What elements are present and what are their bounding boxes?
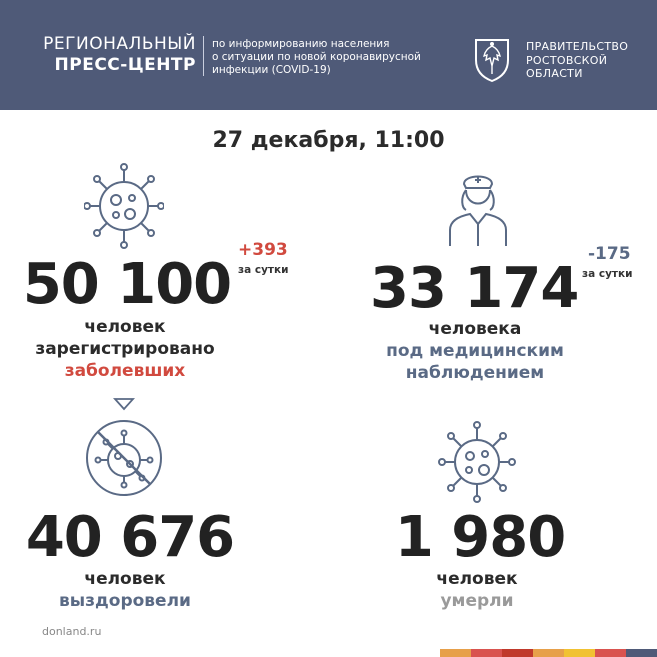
deaths-number: 1 980: [394, 505, 566, 570]
deaths-caption-line: человек: [436, 569, 518, 589]
header-banner: РЕГИОНАЛЬНЫЙ ПРЕСС-ЦЕНТР по информирован…: [0, 0, 657, 110]
government-name: ПРАВИТЕЛЬСТВО РОСТОВСКОЙ ОБЛАСТИ: [526, 40, 628, 81]
stripe-segment: [626, 649, 657, 657]
nurse-icon: [449, 175, 507, 246]
cases-caption-line: зарегистрировано: [35, 339, 215, 359]
recovered-number: 40 676: [25, 505, 235, 570]
observation-per-day: за сутки: [582, 268, 633, 280]
observation-caption-line: человека: [428, 319, 522, 339]
stripe-segment: [595, 649, 626, 657]
recovered-caption-line: человек: [84, 569, 166, 589]
description-line: инфекции (COVID-19): [212, 64, 331, 76]
press-center-title: РЕГИОНАЛЬНЫЙ ПРЕСС-ЦЕНТР: [30, 34, 196, 76]
cases-delta: +393: [238, 240, 288, 260]
government-line: ОБЛАСТИ: [526, 67, 583, 80]
government-line: ПРАВИТЕЛЬСТВО: [526, 40, 629, 53]
cases-caption: человек зарегистрировано заболевших: [20, 316, 230, 382]
observation-delta: -175: [588, 244, 631, 264]
crossed-virus-icon: [86, 420, 162, 496]
coat-of-arms-icon: [475, 39, 509, 82]
recovered-caption-line: выздоровели: [59, 591, 191, 611]
stripe-segment: [471, 649, 502, 657]
stripe-segment: [440, 649, 471, 657]
press-title-line2: ПРЕСС-ЦЕНТР: [54, 55, 196, 75]
observation-caption: человека под медицинским наблюдением: [370, 318, 580, 384]
virus-icon: [84, 163, 164, 249]
stripe-segment: [502, 649, 533, 657]
virus-icon: [438, 421, 516, 503]
recovered-caption: человек выздоровели: [20, 568, 230, 612]
stripe-segment: [564, 649, 595, 657]
description-line: о ситуации по новой коронавирусной: [212, 51, 421, 63]
deaths-caption-line: умерли: [440, 591, 514, 611]
site-link[interactable]: donland.ru: [42, 625, 102, 638]
press-center-description: по информированию населения о ситуации п…: [212, 38, 452, 77]
report-date: 27 декабря, 11:00: [212, 128, 445, 153]
cases-number: 50 100: [22, 252, 232, 317]
cases-caption-line: заболевших: [64, 361, 186, 381]
arrow-down-icon: [113, 398, 135, 411]
description-line: по информированию населения: [212, 38, 390, 50]
stripe-segment: [533, 649, 564, 657]
cases-caption-line: человек: [84, 317, 166, 337]
observation-caption-line: наблюдением: [405, 363, 545, 383]
government-line: РОСТОВСКОЙ: [526, 53, 608, 67]
press-title-line1: РЕГИОНАЛЬНЫЙ: [43, 34, 196, 54]
decorative-stripe: [440, 649, 657, 657]
header-divider: [203, 36, 204, 76]
deaths-caption: человек умерли: [372, 568, 582, 612]
observation-caption-line: под медицинским: [386, 341, 564, 361]
observation-number: 33 174: [370, 256, 579, 321]
cases-per-day: за сутки: [238, 264, 289, 276]
